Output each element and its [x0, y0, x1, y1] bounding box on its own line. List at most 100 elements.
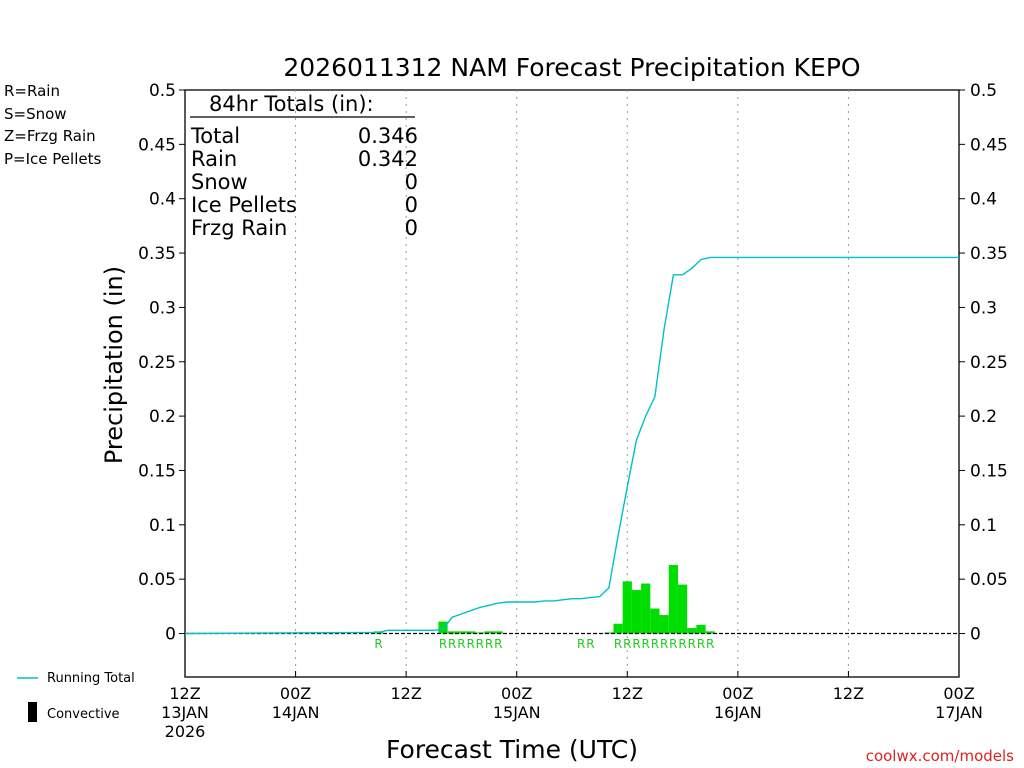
y-axis-ticks: 0 00.05 0.050.1 0.10.15 0.150.2 0.20.25 0.250.…	[138, 81, 1008, 645]
totals-heading: 84hr Totals (in):	[209, 92, 374, 116]
y-tick-label-right: 0.45	[970, 135, 1008, 155]
precip-bar	[484, 631, 494, 634]
precip-bar	[696, 624, 706, 634]
precip-bar	[659, 615, 669, 634]
legend-ice-pellets: P=Ice Pellets	[4, 150, 101, 168]
gridlines	[295, 90, 849, 677]
ptype-legend: R=Rain S=Snow Z=Frzg Rain P=Ice Pellets	[4, 82, 101, 168]
totals-value-snow: 0	[405, 170, 418, 194]
ptype-marker: R	[706, 637, 714, 651]
precip-bar	[668, 565, 678, 634]
y-tick-label-left: 0.15	[138, 461, 176, 481]
running-total-legend-label: Running Total	[47, 671, 135, 686]
precip-bar	[466, 631, 476, 634]
ptype-marker: R	[669, 637, 677, 651]
totals-label-total: Total	[190, 124, 240, 148]
y-tick-label-left: 0.35	[138, 244, 176, 264]
y-tick-label-right: 0.5	[970, 81, 997, 101]
y-tick-label-left: 0	[165, 625, 176, 645]
y-tick-label-right: 0.1	[970, 516, 997, 536]
ptype-marker: R	[448, 637, 456, 651]
precip-bar	[677, 584, 688, 634]
x-tick-label: 12Z	[612, 684, 643, 703]
x-tick-label: 12Z	[169, 684, 200, 703]
watermark: coolwx.com/models	[866, 747, 1014, 765]
ptype-marker: R	[439, 637, 447, 651]
y-tick-label-left: 0.3	[149, 298, 176, 318]
ptype-marker: R	[678, 637, 686, 651]
precip-bar	[456, 631, 467, 634]
y-tick-label-left: 0.5	[149, 81, 176, 101]
y-tick-label-left: 0.4	[149, 190, 176, 210]
convective-legend-swatch	[28, 702, 37, 722]
x-axis-label: Forecast Time (UTC)	[386, 735, 638, 764]
precip-bars	[373, 565, 715, 634]
y-tick-label-left: 0.45	[138, 135, 176, 155]
convective-legend-label: Convective	[47, 707, 120, 722]
precip-bar	[493, 631, 503, 634]
y-tick-label-left: 0.05	[138, 570, 176, 590]
precip-bar	[438, 621, 448, 634]
totals-value-total: 0.346	[358, 124, 418, 148]
x-tick-label: 16JAN	[714, 703, 762, 722]
x-tick-label: 00Z	[722, 684, 753, 703]
ptype-marker: R	[642, 637, 650, 651]
y-tick-label-right: 0.35	[970, 244, 1008, 264]
totals-value-ice-pellets: 0	[405, 193, 418, 217]
ptype-marker: R	[660, 637, 668, 651]
ptype-marker: R	[697, 637, 705, 651]
x-tick-label: 00Z	[501, 684, 532, 703]
ptype-marker: R	[457, 637, 465, 651]
plot-frame	[184, 89, 960, 678]
ptype-marker: R	[688, 637, 696, 651]
ptype-marker: R	[374, 637, 382, 651]
totals-label-ice-pellets: Ice Pellets	[191, 193, 297, 217]
running-total-line	[184, 256, 959, 635]
precip-bar	[687, 628, 697, 634]
ptype-marker: R	[494, 637, 502, 651]
x-tick-label: 00Z	[943, 684, 974, 703]
totals-value-frzg-rain: 0	[405, 216, 418, 240]
chart-title: 2026011312 NAM Forecast Precipitation KE…	[283, 53, 860, 82]
precip-bar	[705, 631, 715, 634]
y-tick-label-right: 0.25	[970, 353, 1008, 373]
y-tick-label-left: 0.1	[149, 516, 176, 536]
totals-label-frzg-rain: Frzg Rain	[191, 216, 287, 240]
ptype-marker: R	[623, 637, 631, 651]
x-tick-label: 12Z	[833, 684, 864, 703]
ptype-marker: R	[586, 637, 594, 651]
ptype-marker: R	[651, 637, 659, 651]
x-tick-label: 13JAN	[161, 703, 209, 722]
y-axis-label: Precipitation (in)	[100, 266, 128, 464]
x-tick-label: 00Z	[280, 684, 311, 703]
precip-bar	[613, 623, 623, 634]
ptype-marker: R	[466, 637, 474, 651]
ptype-marker: R	[485, 637, 493, 651]
legend-rain: R=Rain	[4, 82, 60, 100]
ptype-marker: R	[476, 637, 484, 651]
x-tick-label: 17JAN	[935, 703, 983, 722]
ptype-marker: R	[614, 637, 622, 651]
y-tick-label-right: 0.4	[970, 190, 997, 210]
y-tick-label-right: 0.05	[970, 570, 1008, 590]
ptype-marker: R	[577, 637, 585, 651]
x-tick-label: 2026	[165, 722, 206, 741]
x-tick-label: 15JAN	[493, 703, 541, 722]
totals-box: 84hr Totals (in): Total 0.346 Rain 0.342…	[190, 92, 418, 240]
precip-bar	[631, 590, 642, 634]
y-tick-label-right: 0.15	[970, 461, 1008, 481]
totals-value-rain: 0.342	[358, 147, 418, 171]
precip-bar	[447, 631, 457, 634]
totals-label-snow: Snow	[191, 170, 248, 194]
ptype-marker: R	[632, 637, 640, 651]
precip-bar	[641, 583, 651, 634]
y-tick-label-right: 0	[970, 625, 981, 645]
totals-label-rain: Rain	[191, 147, 237, 171]
precip-bar	[622, 581, 632, 634]
precip-bar	[650, 608, 660, 634]
y-tick-label-right: 0.2	[970, 407, 997, 427]
x-tick-label: 14JAN	[272, 703, 320, 722]
